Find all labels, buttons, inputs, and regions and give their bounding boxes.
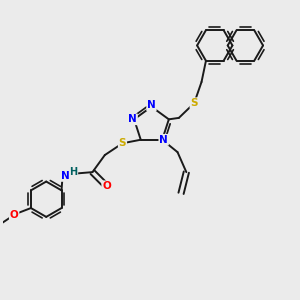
Text: S: S — [190, 98, 198, 108]
Text: N: N — [128, 114, 137, 124]
Text: H: H — [69, 167, 77, 177]
Text: N: N — [61, 171, 70, 181]
Text: N: N — [147, 100, 156, 110]
Text: N: N — [159, 135, 168, 145]
Text: O: O — [10, 210, 19, 220]
Text: O: O — [102, 181, 111, 191]
Text: S: S — [119, 138, 126, 148]
